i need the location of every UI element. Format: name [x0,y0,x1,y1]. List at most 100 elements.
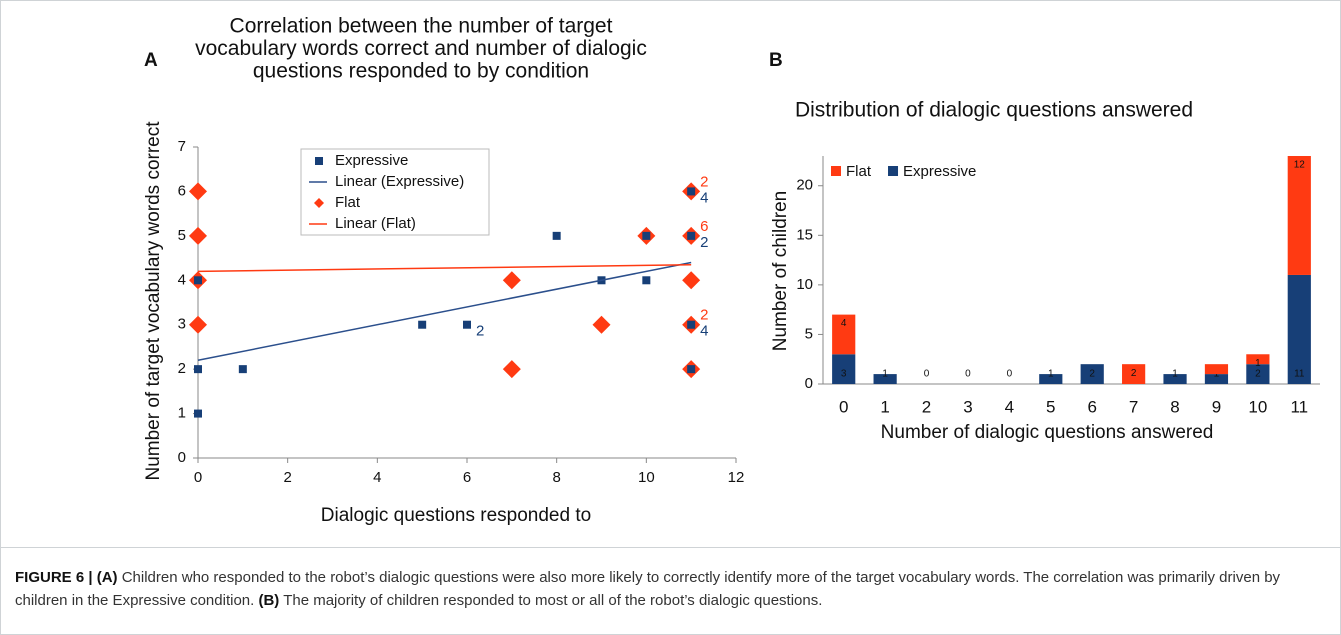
bar [832,354,856,384]
separator [1,547,1341,548]
x-tick-label: 0 [194,469,202,486]
caption-label: FIGURE 6 | [15,569,93,586]
x-axis-label: Dialogic questions responded to [321,505,591,526]
y-tick-label: 2 [178,360,186,377]
x-axis-label: Number of dialogic questions answered [881,422,1214,443]
point [687,187,696,196]
y-tick-label: 7 [178,138,186,155]
data-label: 0 [965,369,971,380]
data-label: 0 [1007,369,1013,380]
caption: FIGURE 6 | (A) Children who responded to… [15,566,1327,612]
legend-swatch [315,157,323,165]
bar [1246,364,1270,384]
chart-title: vocabulary words correct and number of d… [195,37,647,60]
caption-tag: (A) [96,569,118,586]
bar [1287,274,1311,384]
legend-label: Expressive [335,152,408,169]
chart-title: Distribution of dialogic questions answe… [795,99,1193,122]
data-label: 2 [1255,369,1261,380]
bar [1080,364,1104,384]
bar [873,374,897,384]
y-tick-label: 4 [178,271,186,288]
caption-text: Children who responded to the robot’s di… [15,569,1281,609]
x-tick-label: 3 [963,397,972,416]
data-label: 1 [1048,369,1054,380]
y-tick-label: 20 [796,177,813,194]
point [552,231,561,240]
point-label: 2 [476,323,484,340]
data-label: 12 [1294,160,1306,171]
y-axis-label: Number of children [770,191,791,352]
x-tick-label: 10 [1248,397,1267,416]
x-tick-label: 11 [1290,397,1308,416]
data-label: 1 [1214,369,1220,380]
point [687,365,696,374]
bar [832,314,856,355]
point-label: 2 [700,307,708,324]
trend-line [197,263,692,273]
panel-label: B [769,50,783,71]
bar [1163,374,1187,384]
point-label: 2 [700,173,708,190]
data-label: 2 [1131,368,1137,379]
point-label: 6 [700,218,708,235]
point [502,360,521,379]
point [687,320,696,329]
data-label: 3 [841,369,847,380]
data-label: 1 [882,369,888,380]
x-tick-label: 10 [638,469,655,486]
point [238,365,247,374]
point [189,315,207,334]
legend-swatch [314,198,324,208]
y-tick-label: 0 [805,375,813,392]
point [189,226,207,245]
panel-label: A [144,50,158,71]
x-tick-label: 6 [1087,397,1096,416]
x-tick-label: 5 [1046,397,1055,416]
point [194,409,202,418]
data-label: 4 [841,318,847,329]
point-label: 4 [700,189,708,206]
x-tick-label: 0 [839,397,848,416]
y-tick-label: 15 [796,226,813,243]
data-label: 1 [1255,358,1261,369]
legend-label: Flat [335,194,361,211]
point [194,365,202,374]
chart-title: Correlation between the number of target [230,15,613,38]
x-tick-label: 4 [373,469,381,486]
point [194,276,202,285]
point [189,182,207,201]
y-tick-label: 1 [178,405,186,422]
point [682,271,701,290]
point [463,320,471,329]
bar [1287,156,1311,275]
caption-tag: (B) [258,592,280,609]
x-tick-label: 9 [1212,397,1221,416]
legend-label: Linear (Flat) [335,215,416,232]
legend-label: Linear (Expressive) [335,173,464,190]
point [502,271,521,290]
charts: A Correlation between the number of targe… [143,15,1320,526]
chart-title: questions responded to by condition [253,60,589,83]
x-tick-label: 12 [728,469,745,486]
y-tick-label: 3 [178,316,186,333]
y-axis-label: Number of target vocabulary words correc… [143,121,164,481]
point-label: 2 [700,234,708,251]
x-tick-label: 4 [1005,397,1014,416]
legend-label: Flat [846,163,872,180]
point [642,231,651,240]
bar [1039,374,1063,384]
legend-label: Expressive [903,163,976,180]
x-tick-label: 7 [1129,397,1138,416]
point [687,231,696,240]
y-tick-label: 6 [178,182,186,199]
legend-box [300,148,490,236]
bar [1204,364,1229,375]
data-label: 0 [924,369,930,380]
point [418,320,427,329]
x-tick-label: 1 [880,397,889,416]
point [642,276,651,285]
bar [1204,374,1229,384]
legend-swatch [831,166,841,176]
